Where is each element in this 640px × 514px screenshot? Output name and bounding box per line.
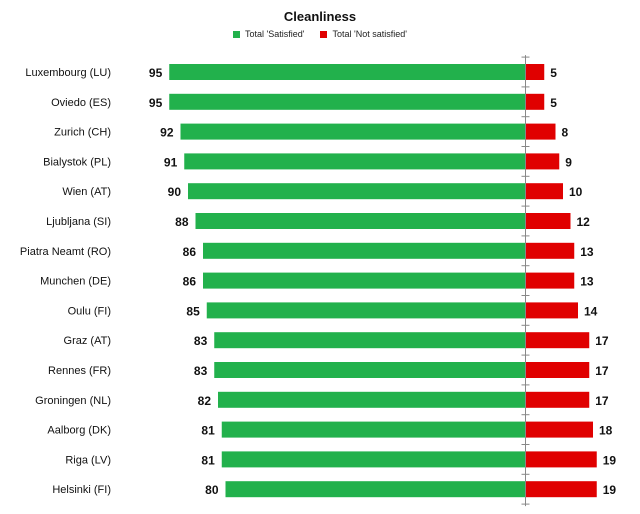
category-label-groningen-nl: Groningen (NL): [35, 395, 111, 407]
bar-not-satisfied-riga-lv: [525, 451, 597, 468]
value-label-satisfied-riga-lv: 81: [201, 453, 215, 467]
value-label-not-satisfied-luxembourg-lu: 5: [550, 66, 557, 80]
value-label-satisfied-rennes-fr: 83: [194, 364, 208, 378]
category-label-munchen-de: Munchen (DE): [40, 276, 111, 288]
value-label-satisfied-graz-at: 83: [194, 334, 208, 348]
value-label-not-satisfied-bialystok-pl: 9: [565, 155, 572, 169]
bar-not-satisfied-rennes-fr: [525, 362, 590, 378]
value-label-satisfied-munchen-de: 86: [183, 275, 197, 289]
bar-satisfied-oulu-fi: [206, 302, 526, 319]
legend-swatch-not-satisfied: [320, 30, 328, 38]
category-label-rennes-fr: Rennes (FR): [48, 365, 111, 377]
category-label-graz-at: Graz (AT): [64, 335, 111, 347]
value-label-satisfied-oviedo-es: 95: [149, 96, 163, 110]
bar-not-satisfied-zurich-ch: [525, 123, 556, 140]
category-label-oulu-fi: Oulu (FI): [68, 305, 111, 317]
value-label-satisfied-bialystok-pl: 91: [164, 155, 178, 169]
bar-not-satisfied-piatra-neamt-ro: [525, 242, 575, 259]
bar-satisfied-graz-at: [214, 332, 526, 349]
bar-satisfied-helsinki-fi: [225, 481, 526, 498]
bar-not-satisfied-ljubljana-si: [525, 213, 571, 229]
value-label-not-satisfied-aalborg-dk: 18: [599, 424, 613, 438]
legend: Total 'Satisfied' Total 'Not satisfied': [0, 29, 640, 39]
bar-satisfied-munchen-de: [203, 272, 526, 289]
value-label-not-satisfied-helsinki-fi: 19: [603, 483, 617, 497]
category-label-oviedo-es: Oviedo (ES): [51, 97, 111, 109]
value-label-not-satisfied-oviedo-es: 5: [550, 96, 557, 110]
value-label-satisfied-luxembourg-lu: 95: [149, 66, 163, 80]
category-label-riga-lv: Riga (LV): [65, 454, 111, 466]
category-label-luxembourg-lu: Luxembourg (LU): [25, 67, 111, 79]
value-label-not-satisfied-ljubljana-si: 12: [577, 215, 591, 229]
value-label-satisfied-groningen-nl: 82: [198, 394, 212, 408]
value-label-not-satisfied-wien-at: 10: [569, 185, 583, 199]
bar-satisfied-bialystok-pl: [184, 153, 526, 170]
value-label-satisfied-aalborg-dk: 81: [201, 424, 215, 438]
bar-satisfied-aalborg-dk: [221, 421, 526, 438]
bar-not-satisfied-bialystok-pl: [525, 153, 560, 170]
value-label-satisfied-ljubljana-si: 88: [175, 215, 189, 229]
bar-not-satisfied-oulu-fi: [525, 302, 578, 319]
bar-satisfied-rennes-fr: [214, 362, 526, 378]
value-label-not-satisfied-graz-at: 17: [595, 334, 609, 348]
value-label-satisfied-wien-at: 90: [168, 185, 182, 199]
value-label-not-satisfied-munchen-de: 13: [580, 275, 594, 289]
legend-label-satisfied: Total 'Satisfied': [245, 29, 305, 39]
legend-swatch-satisfied: [233, 30, 241, 38]
value-label-not-satisfied-oulu-fi: 14: [584, 304, 598, 318]
bar-satisfied-zurich-ch: [180, 123, 526, 140]
category-label-aalborg-dk: Aalborg (DK): [47, 425, 111, 437]
bar-not-satisfied-graz-at: [525, 332, 590, 349]
bar-satisfied-riga-lv: [221, 451, 526, 468]
value-label-not-satisfied-riga-lv: 19: [603, 453, 617, 467]
bar-satisfied-ljubljana-si: [195, 213, 526, 229]
bar-not-satisfied-wien-at: [525, 183, 563, 200]
category-label-ljubljana-si: Ljubljana (SI): [46, 216, 111, 228]
category-label-wien-at: Wien (AT): [62, 186, 111, 198]
bar-satisfied-groningen-nl: [218, 391, 526, 408]
bar-not-satisfied-munchen-de: [525, 272, 575, 289]
bar-not-satisfied-helsinki-fi: [525, 481, 597, 498]
legend-item-not-satisfied: Total 'Not satisfied': [320, 29, 407, 39]
value-label-satisfied-piatra-neamt-ro: 86: [183, 245, 197, 259]
bar-not-satisfied-aalborg-dk: [525, 421, 593, 438]
value-label-not-satisfied-zurich-ch: 8: [562, 126, 569, 140]
bar-satisfied-luxembourg-lu: [169, 64, 526, 80]
chart-title: Cleanliness: [283, 9, 357, 24]
category-label-piatra-neamt-ro: Piatra Neamt (RO): [20, 246, 111, 258]
legend-label-not-satisfied: Total 'Not satisfied': [332, 29, 407, 39]
bar-satisfied-wien-at: [188, 183, 526, 200]
value-label-not-satisfied-rennes-fr: 17: [595, 364, 609, 378]
value-label-satisfied-zurich-ch: 92: [160, 126, 174, 140]
category-label-helsinki-fi: Helsinki (FI): [52, 484, 111, 496]
bar-not-satisfied-groningen-nl: [525, 391, 590, 408]
bar-satisfied-oviedo-es: [169, 93, 526, 110]
bar-not-satisfied-oviedo-es: [525, 93, 545, 110]
value-label-satisfied-oulu-fi: 85: [186, 304, 200, 318]
value-label-not-satisfied-piatra-neamt-ro: 13: [580, 245, 594, 259]
legend-item-satisfied: Total 'Satisfied': [233, 29, 304, 39]
category-label-zurich-ch: Zurich (CH): [54, 127, 111, 139]
category-label-bialystok-pl: Bialystok (PL): [43, 156, 111, 168]
bar-not-satisfied-luxembourg-lu: [525, 64, 545, 80]
value-label-not-satisfied-groningen-nl: 17: [595, 394, 609, 408]
bar-satisfied-piatra-neamt-ro: [203, 242, 526, 259]
value-label-satisfied-helsinki-fi: 80: [205, 483, 219, 497]
